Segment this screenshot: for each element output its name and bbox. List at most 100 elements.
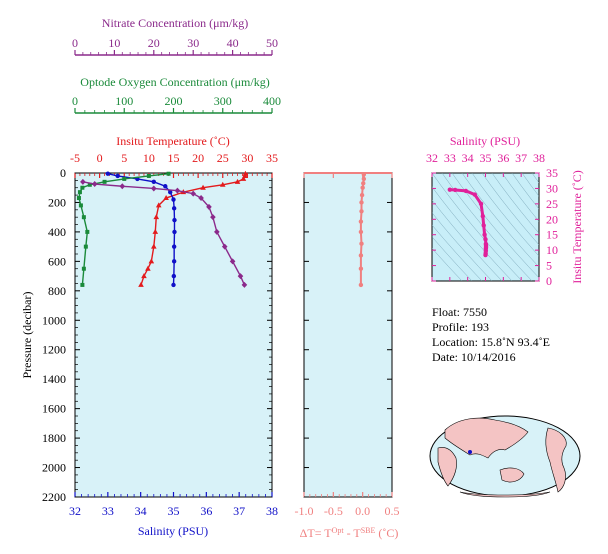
temperature-tick-label: 10	[143, 151, 155, 165]
delta-point	[358, 253, 364, 258]
world-map	[429, 415, 581, 498]
ts-series	[447, 187, 489, 258]
temperature-tick-label: -5	[70, 151, 80, 165]
nitrate-point	[198, 195, 204, 202]
nitrate-point	[119, 183, 126, 190]
salinity-point	[171, 197, 176, 202]
temperature-point	[234, 178, 241, 184]
ts-x-tick-label: 37	[515, 151, 527, 165]
ts-point	[452, 187, 458, 193]
ts-point	[482, 232, 487, 237]
oxygen-point	[85, 229, 90, 234]
temperature-point	[148, 258, 155, 264]
pressure-tick-label: 800	[48, 284, 66, 298]
delta-label-opt: Opt	[332, 526, 345, 535]
oxygen-point	[80, 282, 85, 287]
nitrate-axis: Nitrate Concentration (μm/kg) 0 10 20 30 40 5…	[72, 16, 278, 56]
float-label: Float: 7550	[432, 305, 487, 319]
density-contour	[432, 247, 463, 281]
nitrate-point	[229, 258, 236, 265]
nitrate-tick-label: 10	[108, 36, 120, 50]
pressure-tick-label: 0	[60, 166, 66, 180]
ts-point	[481, 223, 486, 228]
profile-series	[76, 170, 249, 288]
ts-x-tick-label: 32	[426, 151, 438, 165]
profile-label: Profile: 193	[432, 320, 489, 334]
nitrate-tick-label: 0	[72, 36, 78, 50]
nitrate-point	[206, 203, 212, 210]
delta-panel	[303, 172, 393, 498]
salinity-point	[151, 179, 156, 185]
density-contour	[521, 173, 539, 197]
pressure-tick-label: 1000	[42, 313, 66, 327]
ts-y-tick-label: 0	[546, 274, 552, 288]
ts-x-tick-label: 33	[444, 151, 456, 165]
oxygen-profile-line	[78, 173, 169, 285]
salinity-tick-label: 34	[135, 504, 147, 518]
ts-point	[483, 252, 488, 258]
temperature-point	[240, 175, 247, 181]
ts-x-tick-label: 35	[480, 151, 492, 165]
location-label: Location: 15.8˚N 93.4˚E	[432, 335, 550, 349]
map-land-africa	[437, 447, 457, 487]
temperature-point	[141, 273, 147, 279]
salinity-tick-label: 35	[168, 504, 180, 518]
salinity-point	[163, 184, 168, 189]
ts-y-tick-label: 10	[546, 243, 558, 257]
delta-point	[358, 266, 364, 271]
nitrate-point	[241, 281, 248, 288]
nitrate-tick-label: 30	[187, 36, 199, 50]
delta-label-sbe: SBE	[361, 526, 376, 535]
salinity-tick-label: 36	[200, 504, 212, 518]
density-contour	[461, 173, 539, 268]
delta-point	[361, 181, 366, 186]
ts-y-tick-label: 20	[546, 212, 558, 226]
delta-series	[358, 172, 367, 288]
nitrate-point	[214, 228, 220, 235]
salinity-point	[172, 217, 177, 223]
map-land-antarctica	[459, 491, 551, 498]
density-contour	[491, 173, 539, 234]
salinity-point	[171, 259, 177, 264]
ts-point	[463, 188, 469, 194]
density-contour	[511, 173, 539, 210]
temperature-tick-label: 25	[217, 151, 229, 165]
oxygen-tick-label: 200	[165, 94, 183, 108]
delta-ticks: -1.0 -0.5 0.0 0.5	[295, 172, 400, 518]
salinity-point	[171, 244, 177, 249]
density-contour	[562, 173, 608, 281]
delta-point	[358, 229, 364, 235]
salinity-tick-label: 37	[233, 504, 245, 518]
oxygen-point	[122, 176, 127, 181]
map-land-asia	[444, 417, 529, 459]
ts-salinity-label: Salinity (PSU)	[450, 134, 520, 148]
nitrate-point	[80, 178, 86, 185]
temperature-point	[152, 228, 159, 234]
delta-point	[359, 241, 364, 246]
oxygen-point	[77, 190, 82, 195]
nitrate-axis-label: Nitrate Concentration (μm/kg)	[102, 16, 248, 30]
ts-x-tick-label: 34	[462, 151, 474, 165]
temperature-tick-label: 15	[168, 151, 180, 165]
ts-point	[447, 187, 453, 192]
temperature-point	[145, 265, 151, 271]
temperature-tick-label: 20	[192, 151, 204, 165]
salinity-tick-label: 32	[69, 504, 81, 518]
salinity-profile-line	[107, 173, 176, 285]
temperature-point	[155, 202, 162, 208]
ts-point	[483, 237, 488, 242]
profile-ticks: -5 0 5 10 15 20 25 30 35 32 33 34 35 36 37 38 0 200 400 600…	[42, 151, 278, 518]
ts-temperature-label: Insitu Temperature (˚C)	[570, 170, 584, 284]
ts-point	[480, 214, 486, 219]
delta-axis-label: ΔT= TOpt - TSBE (˚C)	[300, 526, 399, 541]
density-contour	[501, 173, 539, 222]
delta-point	[361, 176, 367, 182]
density-contour	[432, 199, 503, 281]
ts-y-tick-label: 25	[546, 197, 558, 211]
oxygen-tick-label: 300	[214, 94, 232, 108]
delta-tick-label: -1.0	[295, 504, 314, 518]
delta-tick-label: 0.0	[355, 504, 370, 518]
nitrate-point	[221, 243, 228, 250]
nitrate-tick-label: 20	[148, 36, 160, 50]
